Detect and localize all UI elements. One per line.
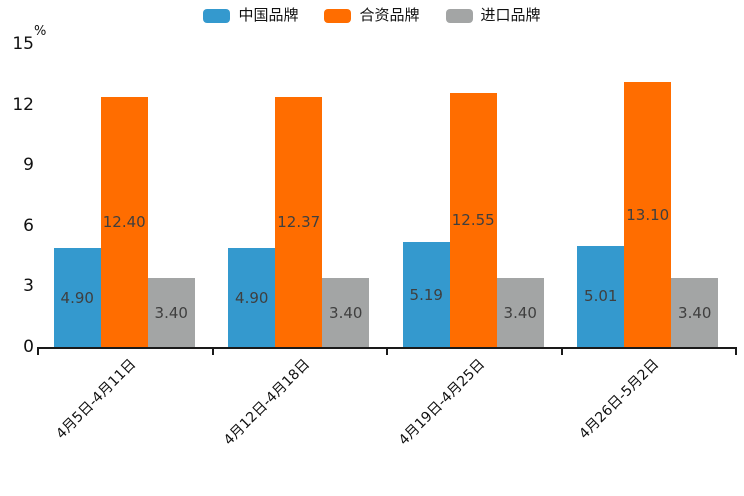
bar-china — [53, 248, 101, 347]
y-tick-label: 0 — [23, 337, 34, 357]
bar-joint-venture — [100, 96, 148, 347]
legend-swatch-joint-venture-brand — [324, 8, 352, 23]
bar-value-label: 5.19 — [409, 285, 443, 304]
x-axis-tick — [211, 349, 214, 355]
bar-china — [577, 245, 625, 347]
y-tick-label: 6 — [23, 215, 34, 236]
bar-value-label: 13.10 — [626, 205, 670, 224]
y-tick-label: 9 — [23, 155, 34, 176]
legend-label: 合资品牌 — [359, 6, 420, 24]
x-axis-tick — [560, 349, 563, 355]
bar-value-label: 12.37 — [277, 213, 321, 232]
x-axis-tick — [37, 349, 39, 355]
x-axis-tick — [386, 349, 388, 355]
y-tick-label: 12 — [12, 94, 34, 115]
legend-label: 进口品牌 — [480, 6, 541, 24]
bar-joint-venture — [275, 97, 323, 347]
bar-value-label: 3.40 — [329, 303, 363, 322]
bar-value-label: 3.40 — [503, 303, 537, 322]
bar-china — [402, 242, 450, 347]
legend: 中国品牌 合资品牌 进口品牌 — [0, 8, 744, 23]
x-category-label: 4月19日-4月25日 — [395, 356, 488, 449]
bar-import — [322, 278, 370, 347]
x-category-label: 4月5日-4月11日 — [52, 356, 139, 443]
y-tick-label: 3 — [23, 276, 34, 297]
bar-value-label: 12.55 — [451, 211, 495, 230]
legend-label: 中国品牌 — [238, 6, 299, 24]
bar-value-label: 4.90 — [235, 288, 269, 307]
legend-item-import-brand: 进口品牌 — [445, 6, 541, 24]
legend-swatch-import-brand — [445, 8, 473, 23]
legend-swatch-china-brand — [203, 8, 231, 23]
bar-value-label: 12.40 — [102, 212, 146, 231]
bar-joint-venture — [449, 93, 497, 347]
bar-value-label: 3.40 — [154, 303, 188, 322]
bar-joint-venture — [624, 82, 672, 347]
y-axis-unit-label: % — [34, 24, 47, 39]
x-axis-tick — [735, 349, 737, 355]
y-tick-label: 15 — [12, 34, 34, 54]
bar-import — [147, 278, 195, 347]
bar-value-label: 5.01 — [584, 287, 618, 306]
bar-import — [496, 278, 544, 347]
bar-china — [228, 248, 276, 347]
bar-import — [671, 278, 719, 347]
x-axis-line — [37, 347, 737, 349]
bar-value-label: 4.90 — [60, 288, 94, 307]
x-category-label: 4月26日-5月2日 — [576, 356, 663, 443]
x-category-label: 4月12日-4月18日 — [221, 356, 314, 449]
bar-value-label: 3.40 — [678, 303, 712, 322]
legend-item-china-brand: 中国品牌 — [203, 8, 298, 23]
legend-item-joint-venture-brand: 合资品牌 — [324, 6, 420, 24]
